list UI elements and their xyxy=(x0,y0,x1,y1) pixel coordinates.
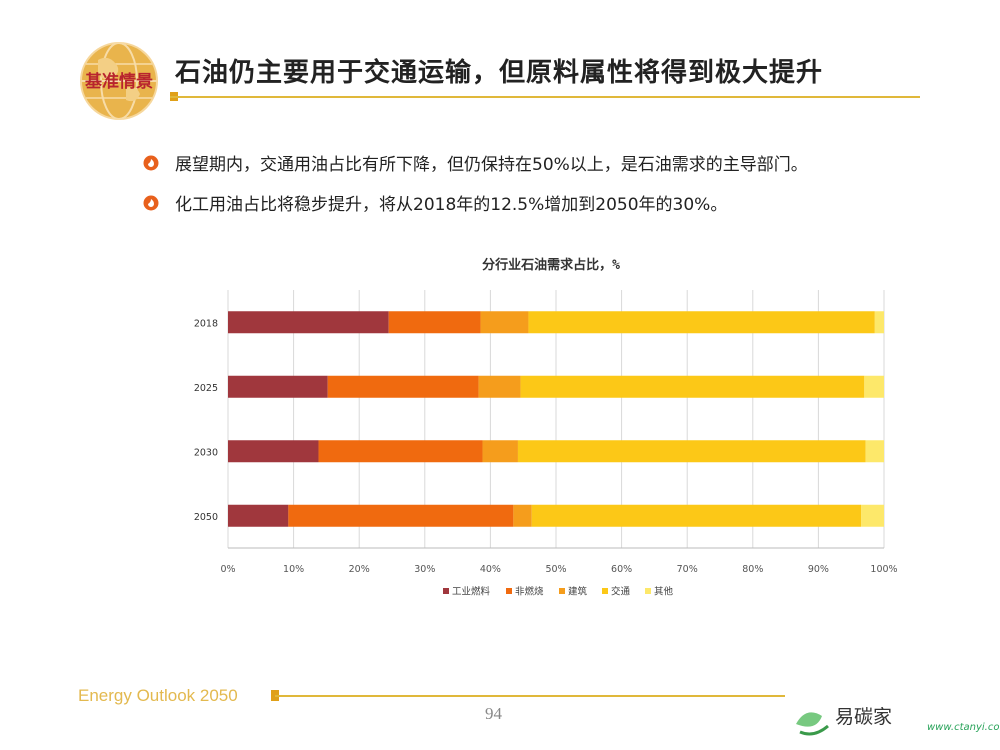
logo-text: 基准情景 xyxy=(84,71,153,92)
bar-segment xyxy=(861,504,884,527)
title-rule xyxy=(170,96,920,98)
bar-segment xyxy=(318,440,483,463)
x-tick-label: 50% xyxy=(545,564,566,575)
bar-segment xyxy=(388,311,481,334)
bar-segment xyxy=(865,440,884,463)
bar-segment xyxy=(517,440,866,463)
bar-segment xyxy=(478,375,521,398)
bar-segment xyxy=(520,375,865,398)
bullet-icon xyxy=(143,195,159,210)
legend-label: 交通 xyxy=(611,586,631,598)
bar-segment xyxy=(531,504,862,527)
legend-swatch xyxy=(602,588,608,594)
watermark-text: 易碳家 xyxy=(835,706,893,728)
y-tick-label: 2018 xyxy=(194,318,218,329)
bar-segment xyxy=(327,375,479,398)
watermark-url: www.ctanyi.com xyxy=(927,722,1000,733)
x-tick-label: 0% xyxy=(220,564,235,575)
legend-label: 非燃烧 xyxy=(515,586,544,598)
legend-label: 建筑 xyxy=(568,586,588,598)
y-tick-label: 2030 xyxy=(194,447,218,458)
bullet-text: 展望期内，交通用油占比有所下降，但仍保持在50%以上，是石油需求的主导部门。 xyxy=(175,155,808,175)
bar-segment xyxy=(864,375,884,398)
x-tick-label: 40% xyxy=(480,564,501,575)
bar-segment xyxy=(874,311,884,334)
footer-rule xyxy=(275,695,785,697)
x-tick-label: 30% xyxy=(414,564,435,575)
bullet-item: 展望期内，交通用油占比有所下降，但仍保持在50%以上，是石油需求的主导部门。 xyxy=(143,150,808,175)
bar-segment xyxy=(480,311,529,334)
page-number: 94 xyxy=(485,704,502,723)
bar-segment xyxy=(528,311,875,334)
page-title: 石油仍主要用于交通运输，但原料属性将得到极大提升 xyxy=(175,58,824,88)
bar-segment xyxy=(288,504,514,527)
y-tick-label: 2025 xyxy=(194,383,218,394)
bar-segment xyxy=(228,311,389,334)
x-tick-label: 10% xyxy=(283,564,304,575)
legend-swatch xyxy=(645,588,651,594)
footer-report-name: Energy Outlook 2050 xyxy=(78,686,238,705)
legend-swatch xyxy=(559,588,565,594)
x-tick-label: 80% xyxy=(742,564,763,575)
x-tick-label: 100% xyxy=(870,564,897,575)
legend-swatch xyxy=(443,588,449,594)
watermark-logo-icon xyxy=(796,712,829,736)
logo-globe-icon: 基准情景 xyxy=(80,42,158,120)
bullet-item: 化工用油占比将稳步提升，将从2018年的12.5%增加到2050年的30%。 xyxy=(143,190,727,215)
legend-swatch xyxy=(506,588,512,594)
bar-segment xyxy=(513,504,532,527)
bullet-icon xyxy=(143,155,159,170)
legend-label: 工业燃料 xyxy=(452,586,491,598)
chart-title: 分行业石油需求占比，% xyxy=(482,257,620,273)
x-tick-label: 70% xyxy=(677,564,698,575)
bar-segment xyxy=(228,375,328,398)
y-tick-label: 2050 xyxy=(194,512,218,523)
legend-label: 其他 xyxy=(654,586,674,598)
bullet-text: 化工用油占比将稳步提升，将从2018年的12.5%增加到2050年的30%。 xyxy=(175,195,728,215)
x-tick-label: 90% xyxy=(808,564,829,575)
bar-segment xyxy=(228,440,319,463)
bar-segment xyxy=(482,440,518,463)
bar-segment xyxy=(228,504,289,527)
x-tick-label: 20% xyxy=(349,564,370,575)
x-tick-label: 60% xyxy=(611,564,632,575)
